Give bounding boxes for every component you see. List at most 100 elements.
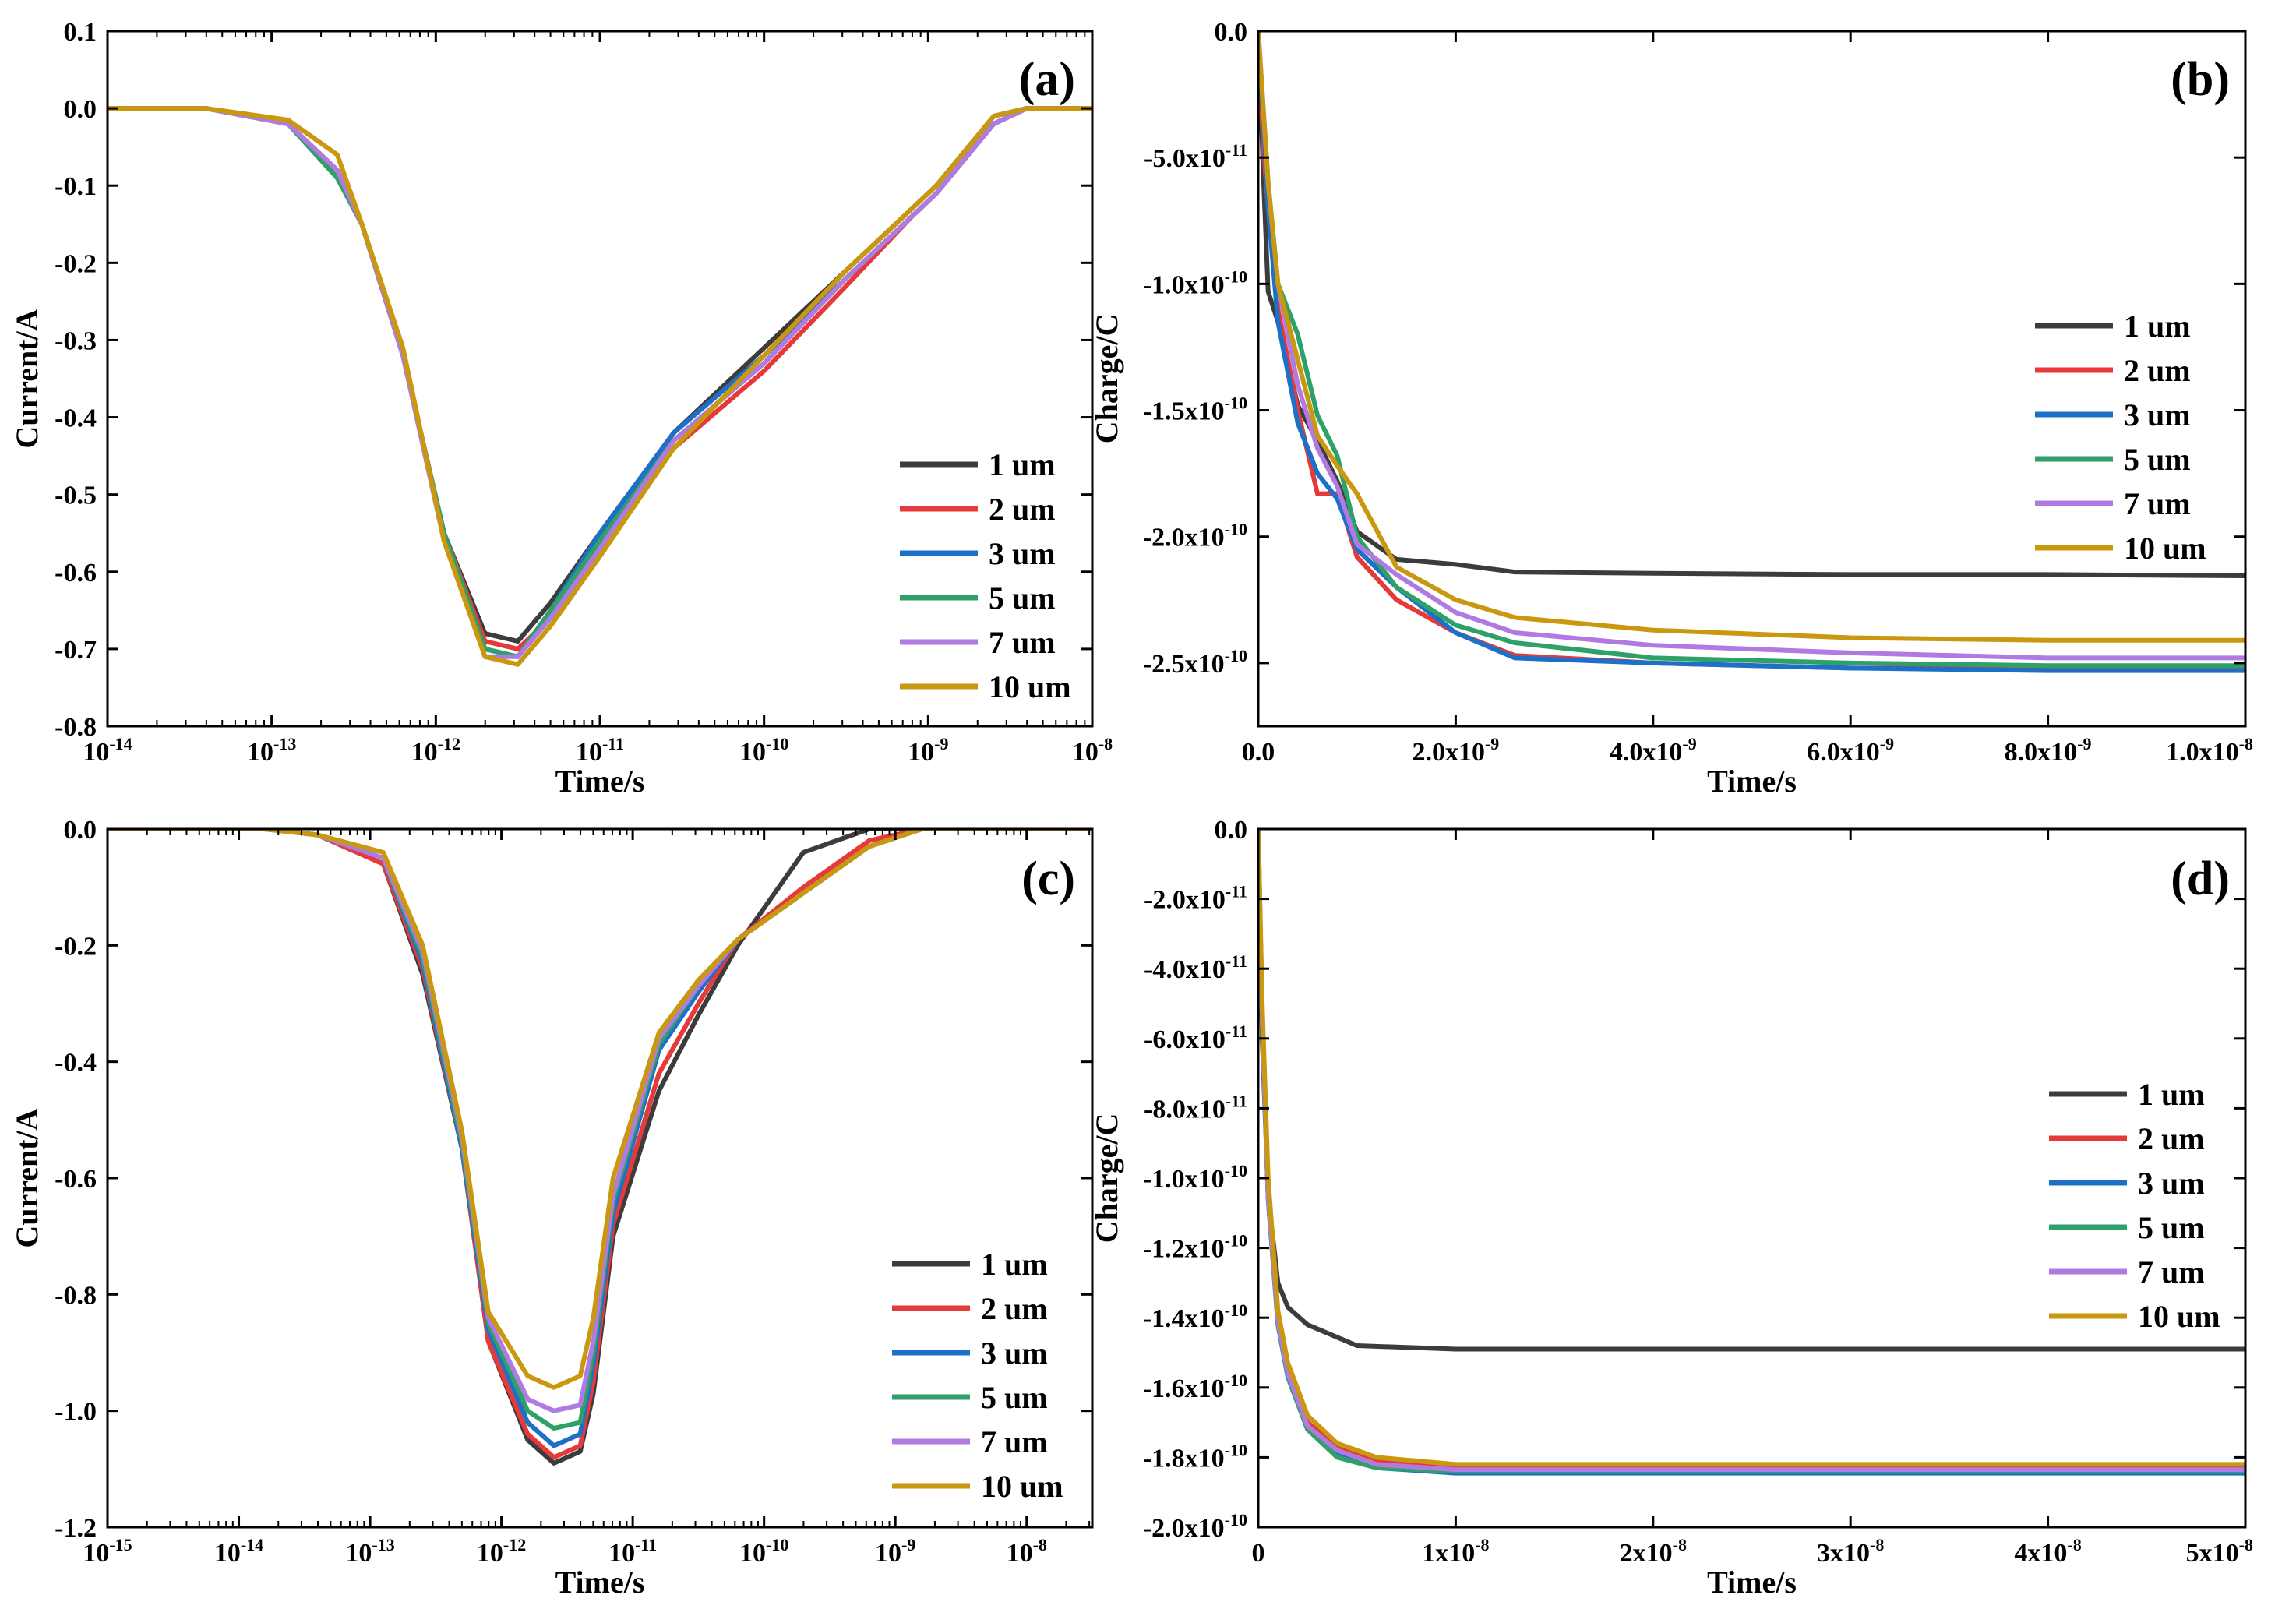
x-tick-label: 5x10-8 [2186, 1535, 2253, 1568]
panel-label: (a) [1019, 53, 1075, 106]
y-tick-label: -1.0 [55, 1398, 97, 1427]
x-tick-label: 10-12 [477, 1535, 526, 1568]
y-tick-label: -0.2 [55, 249, 97, 278]
series-line-10um [108, 829, 1092, 1390]
y-tick-label: -2.0x10-10 [1143, 1510, 1247, 1543]
y-tick-label: -0.3 [55, 326, 97, 355]
legend-label: 2 um [2124, 353, 2191, 388]
legend-label: 1 um [2138, 1077, 2205, 1112]
plot-frame [1257, 30, 2247, 728]
chart-panel-b: 0.0 2.0x10-9 4.0x10-9 6.0x10-9 8.0x10-9 1.0x1… [1089, 18, 2253, 799]
legend-label: 7 um [981, 1424, 1048, 1459]
y-tick-label: -0.6 [55, 559, 97, 587]
legend-label: 3 um [2124, 397, 2191, 432]
series-line-10um [1258, 31, 2245, 643]
y-tick-label: -1.5x10-10 [1143, 393, 1247, 426]
legend-label: 5 um [981, 1380, 1048, 1415]
legend-label: 7 um [2124, 486, 2191, 521]
legend-label: 1 um [981, 1247, 1048, 1282]
x-axis-label: Time/s [555, 1565, 645, 1600]
y-tick-label: 0.1 [64, 18, 97, 47]
y-tick-label: -1.0x10-10 [1143, 266, 1247, 299]
y-axis-label: Current/A [9, 309, 44, 448]
y-tick-label: -2.0x10-11 [1144, 882, 1247, 915]
x-tick-label: 10-11 [576, 734, 624, 767]
series-group [1258, 31, 2245, 673]
x-tick-label: 10-8 [1072, 734, 1113, 767]
y-tick-label: -0.6 [55, 1165, 97, 1194]
plot-frame [1257, 827, 2247, 1529]
y-tick-label: -1.0x10-10 [1143, 1161, 1247, 1194]
legend-label: 7 um [2138, 1254, 2205, 1290]
x-tick-label: 10-12 [411, 734, 460, 767]
series-line-3um [1258, 31, 2245, 673]
y-tick-label: -0.2 [55, 932, 97, 961]
x-tick-label: 10-13 [345, 1535, 394, 1568]
legend-label: 10 um [981, 1469, 1063, 1504]
series-group [1258, 829, 2245, 1476]
series-line-1um [108, 106, 1092, 644]
series-line-5um [108, 106, 1092, 659]
y-tick-label: -0.4 [55, 1049, 97, 1078]
y-tick-label: -0.4 [55, 404, 97, 433]
legend-label: 10 um [989, 669, 1071, 704]
legend-label: 3 um [981, 1335, 1048, 1371]
series-line-10um [1258, 829, 2245, 1467]
x-tick-label: 4x10-8 [2014, 1535, 2081, 1568]
y-tick-label: -4.0x10-11 [1144, 951, 1247, 984]
y-tick-label: -1.2x10-10 [1143, 1231, 1247, 1264]
x-tick-label: 6.0x10-9 [1807, 734, 1894, 767]
series-line-7um [1258, 31, 2245, 661]
panel-label: (d) [2171, 852, 2230, 905]
x-tick-label: 4.0x10-9 [1610, 734, 1697, 767]
x-tick-label: 3x10-8 [1817, 1535, 1884, 1568]
legend-label: 10 um [2138, 1299, 2220, 1334]
series-line-1um [108, 829, 1092, 1466]
x-axis-label: Time/s [1707, 1565, 1797, 1600]
series-line-3um [1258, 829, 2245, 1476]
x-tick-label: 1x10-8 [1422, 1535, 1489, 1568]
legend-label: 7 um [989, 625, 1056, 660]
y-axis-label: Charge/C [1089, 314, 1124, 444]
x-tick-label: 10-10 [739, 734, 788, 767]
x-tick-label: 10-14 [83, 734, 132, 767]
series-line-10um [108, 106, 1092, 667]
legend-label: 5 um [2124, 442, 2191, 477]
x-tick-label: 1.0x10-8 [2166, 734, 2253, 767]
x-tick-label: 0.0 [1242, 738, 1275, 767]
y-tick-label: -0.1 [55, 172, 97, 201]
chart-panel-d: 0 1x10-8 2x10-8 3x10-8 4x10-8 5x10-8 0.0 -2.0x1… [1089, 816, 2253, 1600]
y-tick-label: -0.8 [55, 713, 97, 742]
x-tick-label: 2.0x10-9 [1412, 734, 1499, 767]
y-tick-label: 0.0 [64, 95, 97, 124]
y-tick-label: -1.6x10-10 [1143, 1371, 1247, 1403]
y-tick-label: -0.7 [55, 636, 97, 665]
legend-label: 5 um [989, 580, 1056, 616]
legend-label: 3 um [989, 536, 1056, 571]
y-tick-label: -6.0x10-11 [1144, 1021, 1247, 1054]
y-tick-label: -5.0x10-11 [1144, 140, 1247, 173]
y-axis-label: Charge/C [1089, 1113, 1124, 1244]
series-line-7um [1258, 829, 2245, 1473]
x-tick-label: 10-9 [875, 1535, 915, 1568]
panel-label: (b) [2171, 53, 2230, 106]
x-tick-label: 10-13 [247, 734, 296, 767]
y-tick-label: -2.5x10-10 [1143, 646, 1247, 679]
x-tick-label: 10-10 [739, 1535, 788, 1568]
chart-panel-a: 10-14 10-13 10-12 10-11 10-10 10-9 10-8 0.1 0.0 -… [9, 18, 1113, 799]
series-line-2um [108, 106, 1092, 651]
x-tick-label: 10-9 [908, 734, 948, 767]
x-tick-label: 10-14 [214, 1535, 263, 1568]
x-tick-label: 2x10-8 [1620, 1535, 1687, 1568]
x-tick-label: 8.0x10-9 [2005, 734, 2092, 767]
y-tick-label: 0.0 [1215, 816, 1248, 845]
x-axis-label: Time/s [1707, 764, 1797, 799]
series-group [108, 106, 1092, 667]
series-line-2um [108, 829, 1092, 1460]
y-tick-label: -1.4x10-10 [1143, 1300, 1247, 1333]
legend-label: 2 um [2138, 1121, 2205, 1156]
legend-label: 2 um [981, 1291, 1048, 1326]
y-tick-label: -2.0x10-10 [1143, 520, 1247, 552]
series-line-7um [108, 106, 1092, 659]
